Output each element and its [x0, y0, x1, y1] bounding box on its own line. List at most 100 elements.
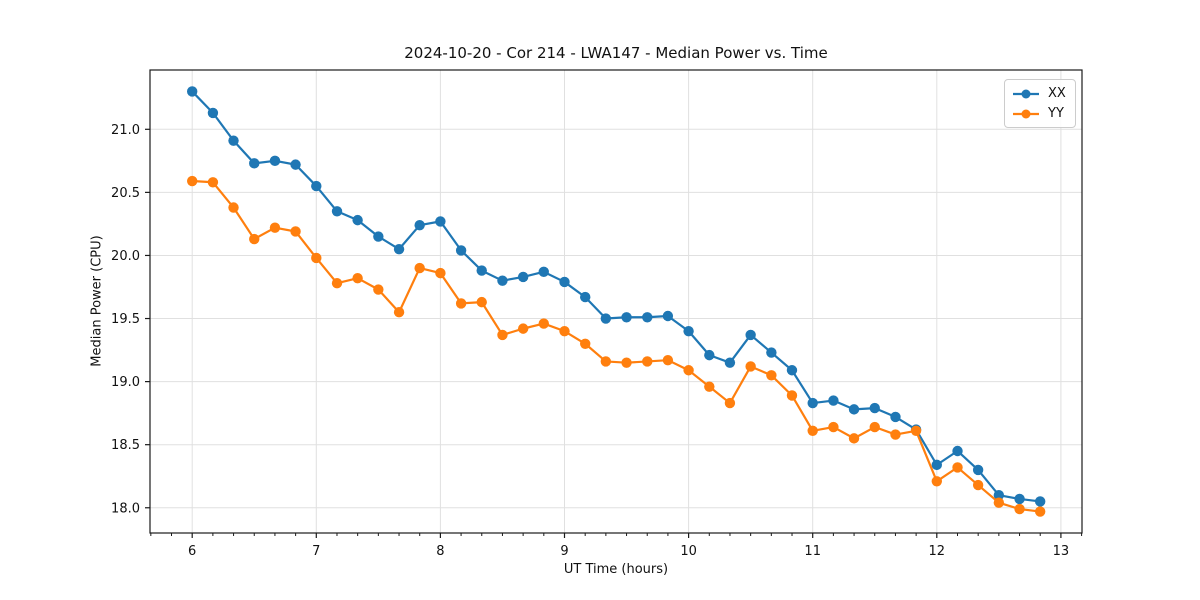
data-point-xx [600, 313, 612, 324]
data-point-xx [538, 266, 549, 278]
data-point-xx [662, 310, 674, 322]
data-point-xx [1014, 493, 1025, 505]
data-point-xx [642, 312, 653, 323]
legend-label-yy: YY [1048, 106, 1064, 121]
data-point-yy [538, 318, 549, 329]
data-point-yy [807, 425, 818, 437]
data-point-xx [807, 397, 818, 409]
data-point-yy [848, 433, 860, 444]
x-axis-label: UT Time (hours) [563, 562, 669, 577]
series-line-xx [191, 90, 1042, 503]
data-point-yy [952, 462, 963, 473]
data-point-xx [869, 402, 880, 414]
data-point-xx [207, 107, 219, 119]
data-point-yy [683, 365, 694, 376]
data-point-xx [414, 219, 425, 231]
y-tick-label: 20.0 [111, 249, 140, 264]
data-point-xx [1034, 496, 1046, 507]
data-point-yy [704, 381, 715, 392]
data-point-xx [455, 245, 467, 256]
data-point-xx [828, 395, 839, 406]
data-point-xx [580, 291, 591, 303]
data-point-yy [600, 356, 612, 367]
data-point-yy [414, 262, 425, 274]
data-point-xx [435, 216, 446, 227]
data-point-yy [993, 497, 1005, 508]
data-point-xx [269, 155, 281, 167]
data-point-yy [745, 361, 756, 372]
data-point-xx [352, 214, 363, 226]
x-tick-label: 13 [1053, 544, 1070, 559]
x-tick-label: 6 [188, 544, 196, 559]
data-point-yy [455, 298, 467, 309]
data-point-yy [786, 390, 798, 401]
data-point-xx [311, 180, 322, 192]
legend-entry-xx: XX [1011, 84, 1066, 103]
data-point-yy [476, 296, 487, 308]
legend-line-marker-icon [1013, 109, 1039, 118]
x-tick-label: 10 [680, 544, 697, 559]
data-point-yy [352, 272, 363, 284]
data-point-xx [993, 489, 1005, 501]
y-axis-label: Median Power (CPU) [89, 235, 105, 367]
data-point-yy [435, 267, 446, 279]
data-point-xx [621, 312, 632, 323]
x-tick-label: 9 [560, 544, 568, 559]
data-point-xx [745, 329, 756, 341]
data-point-xx [848, 404, 860, 415]
data-point-xx [931, 459, 943, 471]
data-point-yy [207, 177, 219, 188]
data-point-yy [559, 325, 570, 337]
data-point-yy [869, 421, 880, 433]
data-point-yy [373, 284, 384, 295]
plot-border [149, 69, 1083, 534]
legend: XX YY [1004, 79, 1076, 128]
data-point-xx [393, 243, 405, 255]
data-point-yy [580, 338, 591, 349]
data-point-yy [621, 357, 632, 368]
data-point-yy [724, 397, 736, 409]
data-point-yy [1034, 506, 1046, 517]
data-point-yy [931, 476, 943, 487]
data-point-xx [290, 159, 301, 170]
data-point-yy [910, 425, 922, 437]
data-point-yy [290, 226, 301, 237]
y-tick-label: 19.0 [111, 375, 140, 390]
data-point-xx [704, 349, 715, 361]
x-tick-label: 12 [929, 544, 946, 559]
y-tick-label: 21.0 [111, 123, 140, 138]
data-point-xx [890, 411, 901, 423]
data-point-xx [724, 357, 736, 368]
data-point-xx [517, 271, 529, 283]
data-point-yy [497, 329, 508, 341]
data-point-xx [228, 135, 239, 146]
x-tick-label: 11 [804, 544, 821, 559]
chart-title: 2024-10-20 - Cor 214 - LWA147 - Median P… [404, 44, 828, 62]
data-point-xx [766, 347, 777, 358]
x-tick-label: 7 [312, 544, 320, 559]
series-line-yy [191, 179, 1042, 513]
data-point-yy [828, 421, 839, 433]
data-point-yy [972, 479, 984, 491]
data-point-yy [642, 356, 653, 367]
legend-line-marker-icon [1013, 89, 1039, 98]
data-point-xx [373, 231, 384, 242]
data-point-xx [331, 206, 343, 217]
data-point-yy [331, 278, 343, 289]
x-tick-label: 8 [436, 544, 444, 559]
data-point-xx [249, 158, 260, 169]
data-point-yy [311, 252, 322, 264]
data-point-yy [186, 175, 198, 187]
data-point-yy [517, 323, 529, 334]
data-point-yy [1014, 503, 1025, 515]
y-tick-label: 18.0 [111, 501, 140, 516]
data-point-xx [559, 276, 570, 288]
data-point-yy [269, 222, 281, 233]
data-point-yy [228, 202, 239, 213]
legend-entry-yy: YY [1011, 104, 1066, 123]
data-point-yy [890, 429, 901, 440]
data-point-yy [249, 233, 260, 245]
data-point-xx [952, 445, 963, 457]
data-point-xx [476, 265, 487, 276]
